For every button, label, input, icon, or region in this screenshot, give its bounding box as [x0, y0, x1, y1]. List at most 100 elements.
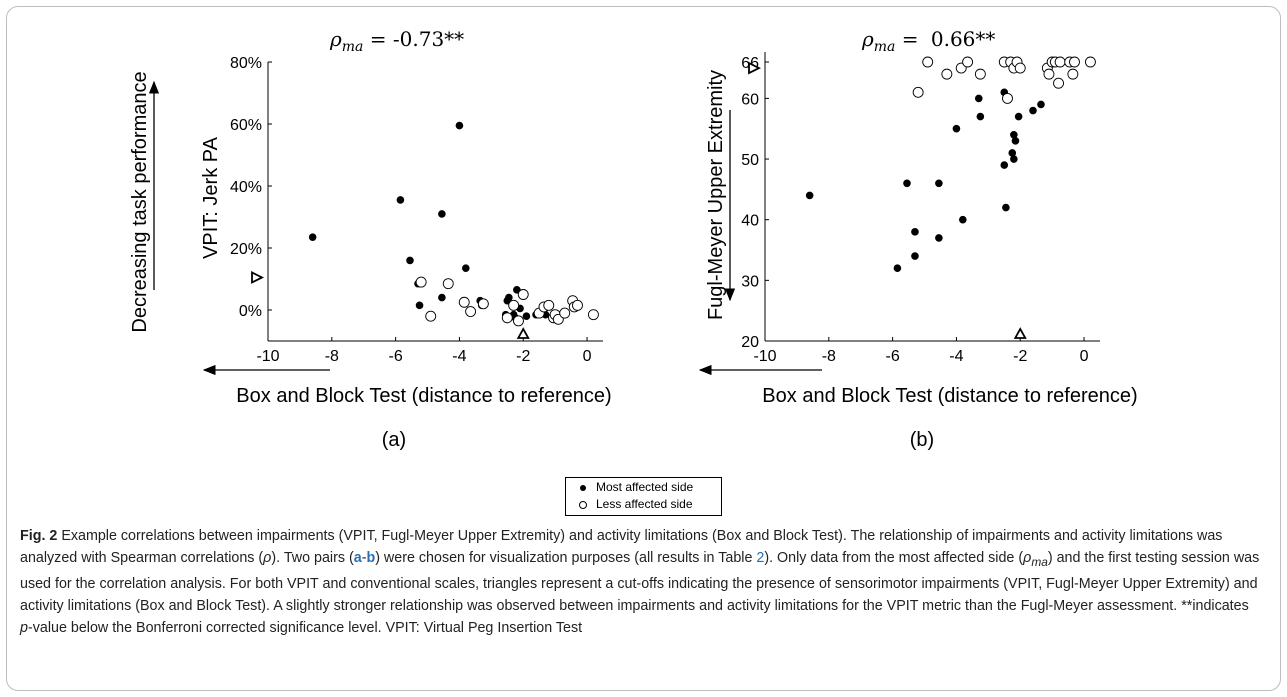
- y-tick-label: 60%: [230, 117, 262, 134]
- panel-b-y-label: Fugl-Meyer Upper Extremity: [705, 70, 727, 320]
- legend: Most affected side Less affected side: [565, 477, 722, 516]
- point-most-affected: [415, 301, 424, 310]
- point-less-affected: [941, 68, 953, 80]
- point-less-affected: [415, 276, 427, 288]
- panel-a-side-label: Decreasing task performance: [129, 71, 151, 332]
- point-less-affected: [1069, 56, 1080, 68]
- x-tick-label: -4: [452, 348, 466, 365]
- point-most-affected: [911, 228, 919, 236]
- figure-plots: ρma = -0.73** 0% 20% 40% 60% 80% -10 -8 -6 -4 -2…: [129, 27, 1138, 451]
- y-tick-label: 20%: [230, 241, 262, 258]
- point-most-affected: [935, 234, 943, 242]
- point-less-affected: [559, 307, 571, 319]
- panel-b: ρma = 0.66** 203040506066 -10-8-6-4-20 F…: [698, 27, 1138, 451]
- point-most-affected: [935, 179, 943, 188]
- figure-caption: Fig. 2 Example correlations between impa…: [20, 528, 1260, 636]
- open-circle-icon: [579, 500, 587, 509]
- point-less-affected: [1067, 68, 1079, 80]
- cutoff-triangle-icon: [1013, 327, 1027, 339]
- y-tick-label: 80%: [230, 55, 262, 72]
- point-less-affected: [517, 289, 529, 300]
- point-most-affected: [1029, 106, 1037, 115]
- figure-frame: [6, 6, 1281, 691]
- panel-b-x-label: Box and Block Test (distance to referenc…: [762, 385, 1137, 407]
- point-most-affected: [805, 191, 814, 200]
- table-link[interactable]: 2: [756, 550, 765, 566]
- point-less-affected: [465, 306, 477, 317]
- point-less-affected: [572, 299, 583, 311]
- panel-a-correlation-title: ρma = -0.73**: [329, 27, 464, 55]
- point-most-affected: [911, 252, 919, 260]
- point-most-affected: [438, 210, 446, 218]
- point-less-affected: [922, 56, 934, 68]
- point-most-affected: [308, 233, 317, 241]
- point-most-affected: [1000, 161, 1009, 169]
- legend-label-most-affected: Most affected side: [596, 480, 694, 494]
- point-less-affected: [1043, 68, 1055, 80]
- y-tick-label: 0%: [239, 303, 262, 320]
- legend-label-less-affected: Less affected side: [596, 497, 693, 511]
- caption-fig-label: Fig. 2: [20, 528, 58, 544]
- point-less-affected: [1054, 56, 1066, 68]
- y-tick-label: 20: [741, 334, 759, 351]
- point-most-affected: [1010, 155, 1018, 163]
- point-most-affected: [505, 293, 513, 302]
- x-tick-label: -6: [886, 348, 900, 365]
- point-most-affected: [1014, 112, 1023, 121]
- point-less-affected: [458, 296, 470, 308]
- point-most-affected: [462, 264, 470, 272]
- point-most-affected: [1037, 100, 1045, 109]
- x-tick-label: -8: [822, 348, 836, 365]
- legend-item-less-affected: Less affected side: [570, 496, 717, 513]
- panel-a-cutoffs: [251, 270, 530, 339]
- cutoff-triangle-icon: [251, 270, 265, 284]
- point-most-affected: [438, 293, 446, 302]
- point-most-affected: [974, 94, 983, 103]
- legend-item-most-affected: Most affected side: [570, 479, 717, 496]
- panel-a-y-ticks: 0% 20% 40% 60% 80%: [230, 55, 272, 320]
- x-tick-label: -4: [949, 348, 963, 365]
- point-less-affected: [425, 310, 437, 322]
- x-tick-label: 0: [1080, 348, 1089, 365]
- y-tick-label: 30: [741, 273, 759, 290]
- point-most-affected: [513, 286, 521, 294]
- panel-b-correlation-title: ρma = 0.66**: [861, 27, 995, 55]
- panel-b-x-ticks: -10 -8 -6 -4 -2 0: [753, 337, 1089, 365]
- point-less-affected: [1053, 77, 1064, 89]
- point-less-affected: [1002, 92, 1013, 104]
- panel-a-y-label: VPIT: Jerk PA: [200, 136, 222, 259]
- x-tick-label: -10: [753, 348, 776, 365]
- point-most-affected: [952, 124, 961, 133]
- x-tick-label: -2: [516, 348, 530, 365]
- svg-text:ρma = -0.73**: ρma = -0.73**: [329, 27, 464, 55]
- point-most-affected: [1002, 203, 1010, 212]
- point-less-affected: [513, 315, 524, 327]
- y-tick-label: 60: [741, 91, 759, 108]
- x-tick-label: -2: [1013, 348, 1027, 365]
- point-less-affected: [442, 278, 454, 290]
- point-less-affected: [974, 68, 986, 80]
- x-tick-label: 0: [583, 348, 592, 365]
- point-less-affected: [962, 56, 974, 68]
- point-most-affected: [522, 312, 531, 321]
- point-most-affected: [1011, 137, 1020, 145]
- point-most-affected: [959, 215, 967, 224]
- cutoff-triangle-icon: [516, 327, 530, 339]
- y-tick-label: 40: [741, 213, 759, 230]
- y-tick-label: 50: [741, 152, 759, 169]
- point-most-affected: [893, 264, 902, 273]
- panel-a-x-label: Box and Block Test (distance to referenc…: [236, 385, 611, 407]
- point-most-affected: [455, 121, 464, 130]
- panel-b-y-ticks: 203040506066: [741, 55, 769, 351]
- point-less-affected: [1014, 62, 1026, 74]
- point-most-affected: [396, 196, 405, 204]
- point-most-affected: [903, 179, 911, 188]
- y-tick-label: 40%: [230, 179, 262, 196]
- point-most-affected: [976, 112, 985, 121]
- panel-a-points: [308, 121, 599, 327]
- panel-a: ρma = -0.73** 0% 20% 40% 60% 80% -10 -8 -6 -4 -2…: [129, 27, 612, 451]
- panel-a-x-ticks: -10 -8 -6 -4 -2 0: [256, 337, 592, 365]
- point-less-affected: [508, 299, 520, 311]
- cutoff-triangle-icon: [748, 61, 762, 75]
- filled-circle-icon: [580, 484, 586, 491]
